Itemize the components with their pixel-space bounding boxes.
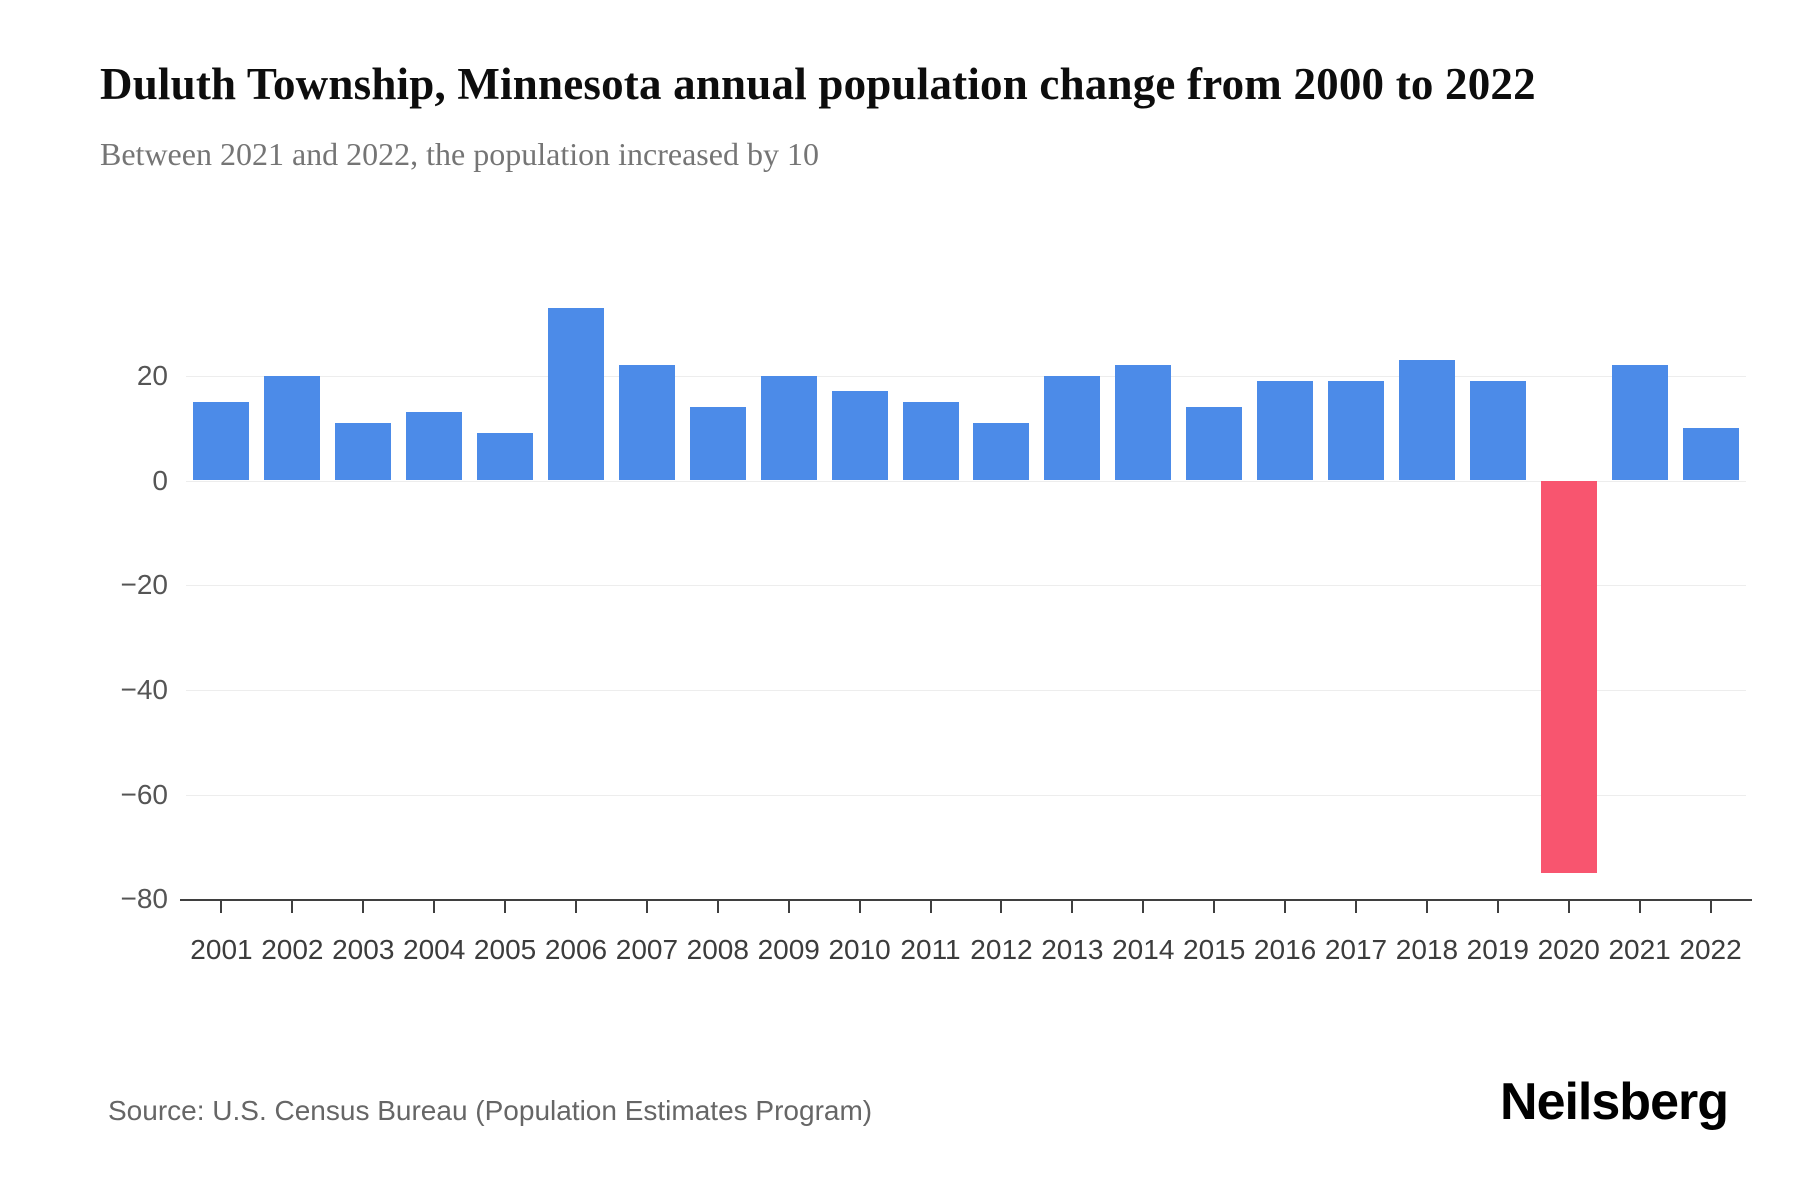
- x-axis-label: 2018: [1395, 934, 1459, 965]
- axis-tick: [1567, 899, 1570, 914]
- x-axis-label: 2004: [403, 934, 466, 965]
- x-axis-label: 2006: [544, 934, 608, 965]
- x-axis-label: 2007: [615, 934, 679, 965]
- x-axis-label: 2001: [190, 934, 253, 965]
- x-axis-label: 2011: [900, 934, 961, 965]
- axis-tick: [1000, 899, 1003, 914]
- gridline: [186, 689, 1746, 691]
- bar[interactable]: [760, 375, 817, 481]
- plot-area: 20 0 −20 −40 −60 −80 2001 2002 2003 2004 2005 2006 2…: [121, 230, 1752, 990]
- x-axis-label: 2015: [1183, 934, 1246, 965]
- bar[interactable]: [1257, 381, 1314, 481]
- x-axis-line: [180, 899, 1752, 902]
- x-axis-label: 2014: [1112, 934, 1175, 965]
- x-axis-label: 2017: [1324, 934, 1388, 965]
- bar[interactable]: [1398, 360, 1455, 481]
- axis-tick: [1638, 899, 1641, 914]
- x-axis-label: 2013: [1041, 934, 1104, 965]
- x-axis-label: 2002: [261, 934, 324, 965]
- y-axis-label: 20: [136, 359, 168, 391]
- axis-tick: [1142, 899, 1145, 914]
- axis-tick: [929, 899, 932, 914]
- axis-tick: [1284, 899, 1287, 914]
- axis-tick: [1496, 899, 1499, 914]
- axis-tick: [716, 899, 719, 914]
- bar[interactable]: [973, 422, 1030, 481]
- x-axis-label: 2003: [332, 934, 395, 965]
- y-axis-label: −20: [120, 569, 169, 601]
- y-axis-label: −40: [120, 673, 169, 705]
- bar[interactable]: [618, 365, 675, 481]
- chart-title: Duluth Township, Minnesota annual popula…: [100, 59, 1536, 109]
- axis-tick: [1355, 899, 1357, 914]
- bar[interactable]: [193, 401, 250, 481]
- axis-tick: [1213, 899, 1216, 914]
- x-axis-label: 2022: [1679, 934, 1742, 965]
- x-axis-label: 2010: [828, 934, 891, 965]
- chart-subtitle: Between 2021 and 2022, the population in…: [100, 136, 819, 172]
- gridline: [186, 375, 1746, 377]
- bar[interactable]: [335, 422, 392, 481]
- gridline: [186, 794, 1746, 796]
- brand-logo: Neilsberg: [1500, 1073, 1729, 1131]
- axis-tick: [1071, 899, 1074, 914]
- y-axis-label: 0: [152, 464, 168, 496]
- axis-tick: [504, 899, 507, 914]
- axis-tick: [362, 899, 365, 914]
- bar[interactable]: [689, 407, 746, 481]
- y-axis-label: −60: [120, 778, 169, 810]
- bar[interactable]: [406, 412, 463, 481]
- bar[interactable]: [1682, 428, 1739, 481]
- bar[interactable]: [1469, 381, 1526, 481]
- x-axis-label: 2021: [1608, 934, 1671, 965]
- axis-tick: [1709, 899, 1712, 914]
- bar[interactable]: [1611, 365, 1668, 481]
- bar[interactable]: [831, 391, 888, 481]
- bar[interactable]: [1044, 375, 1101, 481]
- gridline: [186, 480, 1746, 482]
- bar[interactable]: [477, 433, 534, 481]
- axis-tick: [1425, 899, 1428, 914]
- bar[interactable]: [1540, 480, 1597, 874]
- x-axis-label: 2012: [970, 934, 1033, 965]
- bar[interactable]: [902, 401, 959, 481]
- bar[interactable]: [1186, 407, 1243, 481]
- axis-tick: [575, 899, 577, 914]
- x-axis-label: 2005: [473, 934, 537, 965]
- x-axis-label: 2020: [1537, 934, 1600, 965]
- axis-tick: [291, 899, 294, 914]
- axis-tick: [220, 899, 223, 914]
- gridline: [186, 585, 1746, 587]
- axis-tick: [645, 899, 648, 914]
- y-axis-label: −80: [120, 883, 169, 915]
- bar[interactable]: [1115, 365, 1172, 481]
- source-note: Source: U.S. Census Bureau (Population E…: [108, 1095, 873, 1126]
- axis-tick: [433, 899, 436, 914]
- axis-tick: [858, 899, 861, 914]
- x-axis-label: 2019: [1466, 934, 1529, 965]
- bar[interactable]: [1328, 381, 1384, 481]
- x-axis-label: 2008: [686, 934, 749, 965]
- x-axis-label: 2016: [1253, 934, 1317, 965]
- bar[interactable]: [264, 375, 321, 481]
- x-axis-label: 2009: [757, 934, 820, 965]
- axis-tick: [787, 899, 790, 914]
- bar[interactable]: [548, 307, 604, 481]
